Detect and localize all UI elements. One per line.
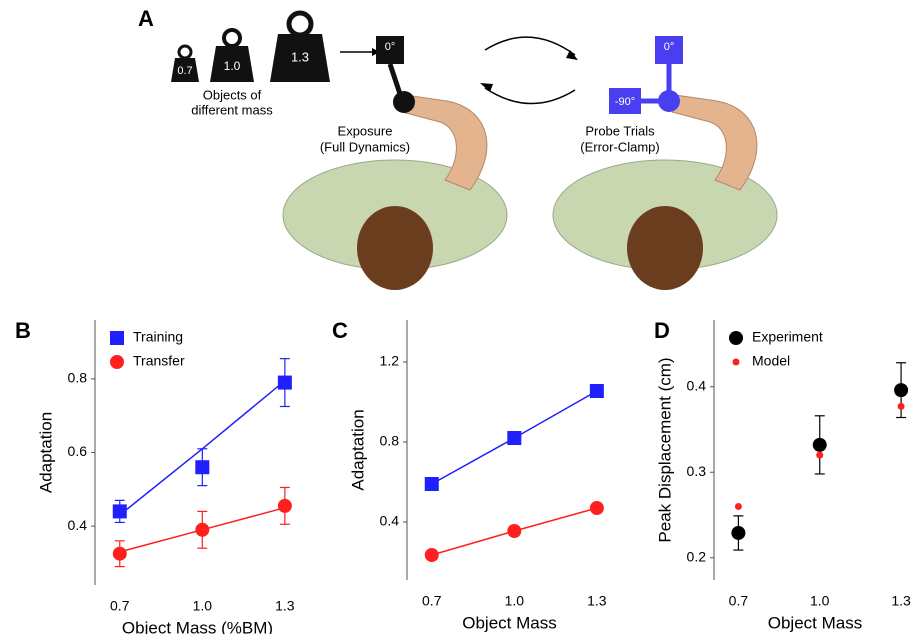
objects-label: Objects of (203, 87, 262, 102)
marker (195, 523, 209, 537)
marker (425, 548, 439, 562)
marker (733, 359, 740, 366)
y-tick-label: 0.4 (68, 517, 88, 533)
y-tick-label: 0.4 (687, 377, 707, 393)
exposure-label: Exposure (338, 123, 393, 138)
panel-label: C (332, 318, 348, 343)
weight-label: 1.3 (291, 49, 309, 64)
x-axis-label: Object Mass (768, 613, 862, 632)
legend-label: Experiment (752, 329, 823, 345)
head (357, 206, 433, 290)
weight-handle (179, 46, 191, 58)
y-tick-label: 0.8 (380, 433, 400, 449)
marker (425, 477, 439, 491)
arrowhead (480, 83, 493, 92)
fit-line (120, 381, 285, 515)
panel-a: A 0.7 1.0 1.3 Objects of different mass … (138, 6, 777, 290)
panel-label: A (138, 6, 154, 31)
marker (278, 499, 292, 513)
marker (590, 384, 604, 398)
marker (816, 452, 823, 459)
y-tick-label: 0.6 (68, 443, 88, 459)
weight-handle (289, 13, 311, 35)
marker (195, 460, 209, 474)
marker (729, 331, 743, 345)
figure: A 0.7 1.0 1.3 Objects of different mass … (0, 0, 921, 634)
marker (507, 431, 521, 445)
x-axis-label: Object Mass (462, 613, 556, 632)
y-axis-label: Adaptation (36, 412, 55, 493)
panel-label: D (654, 318, 670, 343)
legend-label: Training (133, 329, 183, 345)
marker (898, 403, 905, 410)
x-tick-label: 0.7 (729, 593, 749, 609)
y-tick-label: 0.3 (687, 463, 707, 479)
cycle-arrow (485, 88, 575, 104)
arrowhead (566, 50, 578, 60)
probe-label: (Error-Clamp) (580, 139, 659, 154)
x-tick-label: 0.7 (110, 598, 130, 614)
marker (894, 383, 908, 397)
marker (113, 504, 127, 518)
y-tick-label: 0.4 (380, 513, 400, 529)
legend-label: Model (752, 353, 790, 369)
x-tick-label: 1.0 (193, 598, 213, 614)
marker (110, 355, 124, 369)
y-axis-label: Adaptation (348, 409, 367, 490)
angle-label: 0° (385, 41, 396, 53)
weight-label: 0.7 (177, 65, 192, 77)
objects-label: different mass (191, 102, 273, 117)
x-tick-label: 1.3 (587, 593, 607, 609)
y-axis-label: Peak Displacement (cm) (655, 357, 674, 542)
page: A 0.7 1.0 1.3 Objects of different mass … (0, 0, 921, 639)
head (627, 206, 703, 290)
panel-label: B (15, 318, 31, 343)
marker (813, 438, 827, 452)
cycle-arrow (485, 37, 575, 55)
x-tick-label: 1.3 (891, 593, 911, 609)
exposure-label: (Full Dynamics) (320, 139, 410, 154)
marker (507, 524, 521, 538)
marker (278, 376, 292, 390)
marker (590, 501, 604, 515)
weight-handle (224, 30, 240, 46)
y-tick-label: 1.2 (380, 353, 400, 369)
y-tick-label: 0.8 (68, 370, 88, 386)
marker (731, 526, 745, 540)
x-tick-label: 1.0 (505, 593, 525, 609)
handle-knob (393, 91, 415, 113)
x-tick-label: 1.3 (275, 598, 295, 614)
y-tick-label: 0.2 (687, 548, 707, 564)
x-tick-label: 1.0 (810, 593, 830, 609)
handle-knob (658, 90, 680, 112)
marker (735, 503, 742, 510)
x-axis-label: Object Mass (%BM) (122, 618, 273, 634)
legend-label: Transfer (133, 353, 185, 369)
x-tick-label: 0.7 (422, 593, 442, 609)
probe-label: Probe Trials (585, 123, 655, 138)
marker (113, 547, 127, 561)
angle-label: 0° (664, 41, 675, 53)
weight-label: 1.0 (224, 59, 241, 73)
angle-label: -90° (615, 96, 635, 108)
marker (110, 331, 124, 345)
